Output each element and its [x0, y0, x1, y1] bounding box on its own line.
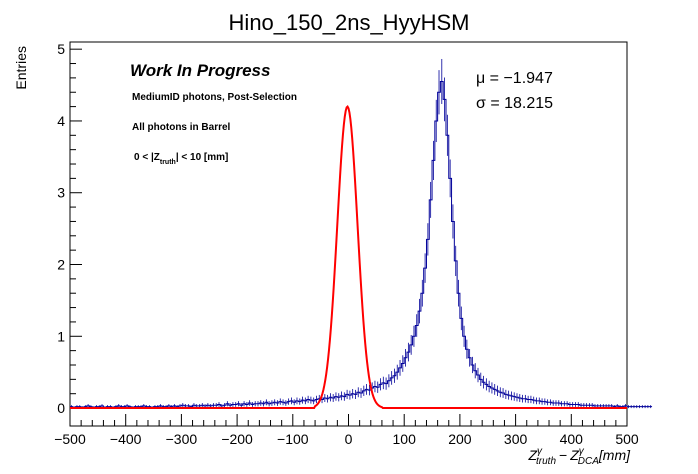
histogram-error-bars [70, 58, 652, 409]
x-tick-label: −400 [110, 431, 142, 447]
x-label-z1: Z [527, 447, 537, 463]
work-in-progress-label: Work In Progress [130, 61, 270, 80]
region-label: All photons in Barrel [132, 122, 231, 133]
x-label-sub2: DCA [578, 456, 599, 467]
x-tick-label: −300 [166, 431, 198, 447]
x-tick-label: 200 [448, 431, 472, 447]
x-label-z2: Z [569, 447, 579, 463]
x-tick-label: −200 [221, 431, 253, 447]
y-tick-label: 5 [57, 41, 65, 57]
x-tick-label: 0 [345, 431, 353, 447]
y-tick-label: 4 [57, 113, 65, 129]
z-cut-subscript: truth [160, 159, 176, 166]
z-cut-text-a: 0 < |Z [134, 152, 160, 163]
y-tick-label: 0 [57, 400, 65, 416]
mu-stat: μ = −1.947 [476, 70, 553, 87]
y-axis-label: Entries [13, 46, 29, 90]
z-cut-text-b: | < 10 [mm] [176, 152, 229, 163]
x-tick-label: 300 [504, 431, 528, 447]
z-cut-label: 0 < |Ztruth| < 10 [mm] [134, 152, 228, 166]
chart-title: Hino_150_2ns_HyyHSM [229, 10, 470, 35]
x-axis-label: Zγ truth − Zγ DCA[mm] [527, 446, 631, 467]
x-label-sup1: γ [537, 446, 543, 457]
x-tick-label: −500 [54, 431, 86, 447]
x-tick-label: 500 [615, 431, 639, 447]
x-tick-label: 100 [393, 431, 417, 447]
x-axis-ticks: −500 −400 −300 −200 −100 0 100 200 300 400 500 [54, 414, 639, 447]
fit-curve [70, 105, 627, 410]
x-label-unit: [mm] [598, 447, 631, 463]
y-axis-ticks: 0 1 2 3 4 5 [57, 41, 82, 416]
x-label-sup2: γ [579, 446, 585, 457]
x-tick-label: −100 [277, 431, 309, 447]
selection-label: MediumID photons, Post-Selection [132, 92, 297, 103]
y-tick-label: 1 [57, 328, 65, 344]
sigma-stat: σ = 18.215 [476, 95, 553, 112]
x-tick-label: 400 [560, 431, 584, 447]
histogram-series [70, 80, 653, 408]
y-tick-label: 2 [57, 257, 65, 273]
x-label-sub1: truth [536, 456, 556, 467]
y-tick-label: 3 [57, 185, 65, 201]
x-label-minus: − [559, 447, 567, 463]
